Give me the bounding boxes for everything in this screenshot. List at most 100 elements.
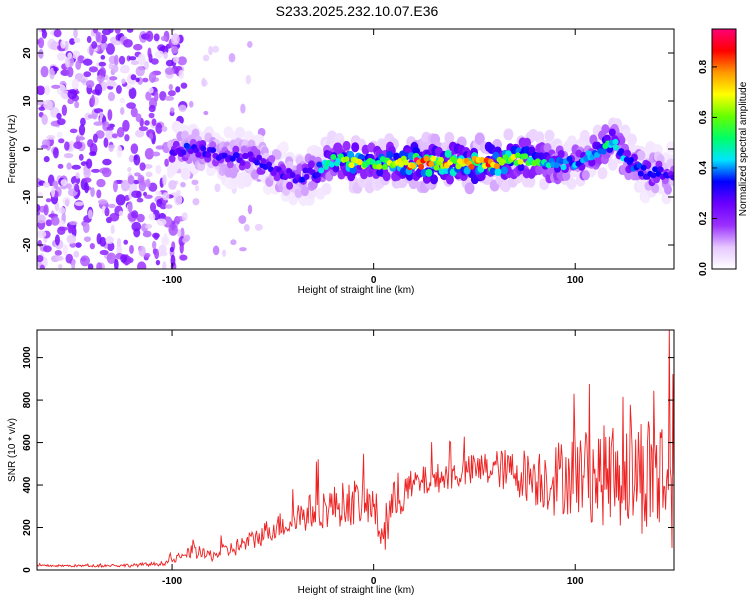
noise-blob xyxy=(57,52,66,61)
noise-blob xyxy=(71,164,81,170)
ridge-blob xyxy=(183,142,190,149)
noise-blob xyxy=(118,55,126,65)
noise-blob xyxy=(52,147,59,159)
noise-blob xyxy=(240,103,246,114)
noise-blob xyxy=(90,187,95,198)
noise-blob xyxy=(43,204,49,216)
noise-blob xyxy=(38,106,46,111)
ridge-blob xyxy=(180,167,191,180)
colorbar-tick-label: 0.2 xyxy=(698,211,709,225)
noise-blob xyxy=(136,197,144,203)
ridge-blob xyxy=(637,150,646,161)
noise-blob xyxy=(135,129,145,138)
noise-blob xyxy=(66,234,77,244)
noise-blob xyxy=(56,112,62,120)
noise-blob xyxy=(180,227,185,239)
noise-blob xyxy=(179,254,188,261)
ridge-blob xyxy=(637,170,644,177)
ridge-blob xyxy=(399,167,407,176)
noise-blob xyxy=(170,33,180,46)
ridge-blob xyxy=(200,145,207,152)
ridge-blob xyxy=(560,164,567,171)
ridge-blob xyxy=(321,183,332,196)
noise-blob xyxy=(127,167,132,173)
noise-blob xyxy=(69,128,78,134)
noise-blob xyxy=(83,236,91,242)
ridge-blob xyxy=(544,129,555,142)
ridge-blob xyxy=(242,175,253,188)
ridge-blob xyxy=(382,171,391,182)
ridge-blob xyxy=(464,182,475,195)
ridge-blob xyxy=(187,148,194,155)
noise-blob xyxy=(103,137,109,148)
noise-blob xyxy=(160,35,168,42)
ridge-blob xyxy=(299,176,306,183)
noise-blob xyxy=(66,183,72,190)
noise-blob xyxy=(90,94,96,107)
noise-blob xyxy=(245,74,252,85)
noise-blob xyxy=(89,242,95,250)
noise-blob xyxy=(97,199,108,205)
noise-blob xyxy=(43,99,53,111)
noise-blob xyxy=(108,203,116,209)
noise-blob xyxy=(155,122,163,134)
ridge-blob xyxy=(601,124,610,135)
noise-blob xyxy=(130,107,138,118)
noise-blob xyxy=(65,253,74,264)
ridge-blob xyxy=(607,158,618,171)
noise-blob xyxy=(91,41,98,49)
ridge-blob xyxy=(356,159,363,166)
noise-blob xyxy=(147,47,152,59)
ridge-blob xyxy=(330,154,337,161)
noise-blob xyxy=(69,220,78,226)
noise-blob xyxy=(179,241,184,254)
ridge-blob xyxy=(562,170,571,181)
noise-blob xyxy=(125,85,133,90)
noise-blob xyxy=(138,245,146,257)
noise-blob xyxy=(41,29,46,33)
ridge-blob xyxy=(316,161,323,168)
noise-blob xyxy=(180,82,188,89)
snr-y-tick-label: 200 xyxy=(22,519,33,536)
noise-blob xyxy=(110,224,115,235)
noise-blob xyxy=(139,162,146,171)
noise-blob xyxy=(54,201,60,212)
noise-blob xyxy=(66,66,74,78)
noise-blob xyxy=(75,172,80,179)
noise-blob xyxy=(144,60,149,70)
ridge-blob xyxy=(479,156,486,163)
ridge-blob xyxy=(232,145,240,154)
noise-blob xyxy=(94,83,103,96)
noise-blob xyxy=(177,56,187,66)
noise-blob xyxy=(211,45,220,53)
noise-blob xyxy=(96,262,103,269)
noise-blob xyxy=(114,258,119,269)
ridge-blob xyxy=(661,192,672,205)
ridge-blob xyxy=(618,148,625,155)
chart-title: S233.2025.232.10.07.E36 xyxy=(276,3,439,19)
noise-blob xyxy=(44,85,51,96)
noise-blob xyxy=(46,134,56,140)
spectrogram-y-tick-label: 0 xyxy=(22,146,33,152)
noise-blob xyxy=(164,95,175,101)
noise-blob xyxy=(45,198,52,203)
noise-blob xyxy=(111,133,118,139)
ridge-blob xyxy=(351,142,360,153)
noise-blob xyxy=(108,62,113,70)
noise-blob xyxy=(203,110,209,116)
ridge-blob xyxy=(493,163,500,170)
noise-blob xyxy=(110,36,117,44)
noise-blob xyxy=(62,244,68,256)
ridge-blob xyxy=(433,164,440,171)
ridge-blob xyxy=(517,158,524,165)
ridge-blob xyxy=(428,161,435,168)
noise-blob xyxy=(144,120,150,126)
ridge-blob xyxy=(278,141,289,154)
noise-blob xyxy=(122,119,130,132)
noise-blob xyxy=(99,249,109,256)
ridge-blob xyxy=(418,163,425,170)
noise-blob xyxy=(67,88,78,100)
noise-blob xyxy=(107,85,114,90)
noise-blob xyxy=(152,240,157,250)
noise-blob xyxy=(86,35,92,44)
